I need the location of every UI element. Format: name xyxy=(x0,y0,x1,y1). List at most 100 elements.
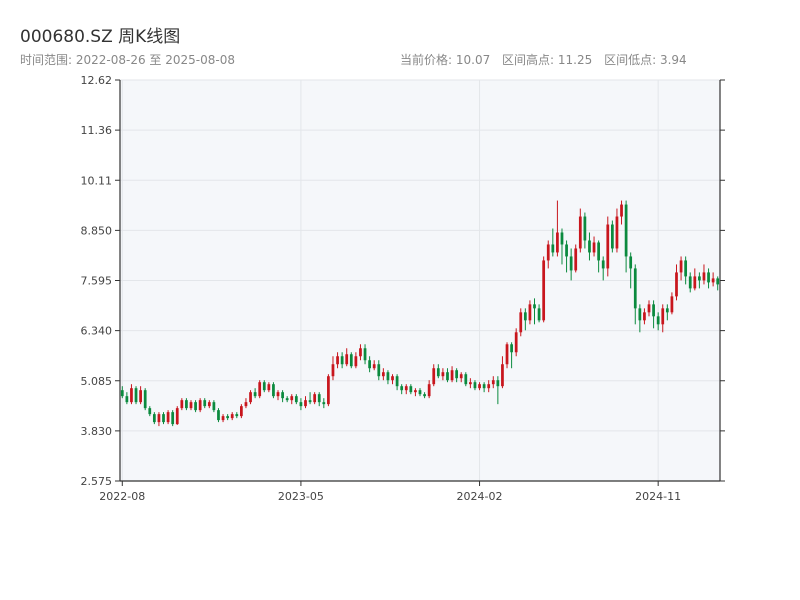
candle-body xyxy=(588,240,591,253)
candle-body xyxy=(308,400,312,403)
candle-body xyxy=(262,382,266,391)
candle-body xyxy=(313,394,317,403)
candle-body xyxy=(491,380,495,385)
price-stats: 当前价格: 10.07 区间高点: 11.25 区间低点: 3.94 xyxy=(400,51,695,68)
candle-body xyxy=(363,348,367,361)
candle-body xyxy=(556,232,559,253)
candle-body xyxy=(469,382,472,385)
candle-body xyxy=(253,392,257,397)
candle-body xyxy=(290,396,294,401)
x-tick-label: 2023-05 xyxy=(278,490,324,503)
y-tick-label: 2.575 xyxy=(81,475,113,488)
candle-body xyxy=(675,272,678,297)
candle-body xyxy=(194,402,197,411)
candle-body xyxy=(294,396,298,403)
candle-body xyxy=(130,388,133,403)
candle-body xyxy=(528,304,532,321)
candle-body xyxy=(569,256,573,271)
x-tick-label: 2024-02 xyxy=(457,490,503,503)
candle-body xyxy=(148,408,152,415)
candle-body xyxy=(327,376,330,405)
candle-body xyxy=(349,354,353,367)
candle-body xyxy=(537,308,541,321)
candle-body xyxy=(258,382,262,397)
candle-body xyxy=(230,414,234,419)
candle-body xyxy=(120,390,124,397)
candle-body xyxy=(560,232,564,245)
candle-body xyxy=(670,296,674,313)
candle-body xyxy=(693,276,697,289)
candle-body xyxy=(698,276,701,281)
candle-body xyxy=(519,312,523,333)
y-tick-label: 7.595 xyxy=(81,275,113,288)
candle-body xyxy=(423,394,426,397)
candle-body xyxy=(450,370,454,381)
candle-body xyxy=(592,242,596,253)
candle-body xyxy=(400,386,404,391)
candle-body xyxy=(299,402,303,407)
x-tick-label: 2022-08 xyxy=(99,490,145,503)
candle-body xyxy=(478,384,481,389)
candle-body xyxy=(702,272,706,281)
candle-body xyxy=(427,384,431,397)
candle-body xyxy=(629,256,633,269)
candle-body xyxy=(546,244,550,261)
candle-body xyxy=(345,354,349,365)
candle-body xyxy=(647,304,651,313)
candle-body xyxy=(574,248,578,271)
candle-body xyxy=(377,364,381,377)
candle-body xyxy=(684,260,688,277)
candle-body xyxy=(175,408,179,425)
range-high: 区间高点: 11.25 xyxy=(502,53,593,67)
candle-body xyxy=(166,412,170,423)
candle-body xyxy=(583,216,587,241)
x-tick-label: 2024-11 xyxy=(635,490,681,503)
candle-body xyxy=(716,278,720,285)
candle-body xyxy=(185,400,188,409)
candle-body xyxy=(125,396,129,403)
candle-body xyxy=(496,380,500,387)
candle-body xyxy=(198,400,202,411)
candle-body xyxy=(510,344,513,353)
candle-body xyxy=(404,386,408,391)
candle-body xyxy=(372,364,376,369)
y-tick-label: 10.11 xyxy=(81,174,113,187)
y-tick-label: 11.36 xyxy=(81,124,113,137)
range-low: 区间低点: 3.94 xyxy=(604,53,687,67)
candle-body xyxy=(679,260,683,273)
candle-body xyxy=(281,392,284,399)
candle-body xyxy=(152,414,156,423)
candle-body xyxy=(459,374,463,379)
y-tick-label: 3.830 xyxy=(81,425,113,438)
y-tick-label: 8.850 xyxy=(81,224,113,237)
candle-body xyxy=(235,414,239,417)
candle-body xyxy=(652,304,655,317)
candle-body xyxy=(661,308,665,325)
candle-body xyxy=(441,372,445,377)
candle-body xyxy=(436,368,440,377)
candle-body xyxy=(638,308,642,321)
date-range: 时间范围: 2022-08-26 至 2025-08-08 xyxy=(20,53,235,67)
candle-body xyxy=(610,224,614,249)
candle-body xyxy=(414,390,417,393)
y-tick-label: 6.340 xyxy=(81,325,113,338)
candle-body xyxy=(368,360,371,369)
candle-body xyxy=(143,390,147,409)
candle-body xyxy=(656,316,660,325)
candle-body xyxy=(711,278,715,283)
candle-body xyxy=(249,392,252,403)
candle-body xyxy=(601,260,605,269)
candle-body xyxy=(409,386,413,393)
candle-body xyxy=(139,390,142,403)
candle-body xyxy=(317,394,321,403)
candle-body xyxy=(624,204,628,257)
candle-body xyxy=(221,416,225,421)
candle-body xyxy=(386,372,390,381)
candle-body xyxy=(203,400,207,407)
candle-body xyxy=(505,344,509,365)
candle-body xyxy=(207,402,211,407)
candle-body xyxy=(606,224,610,269)
candle-body xyxy=(217,410,220,421)
candle-body xyxy=(226,416,230,419)
